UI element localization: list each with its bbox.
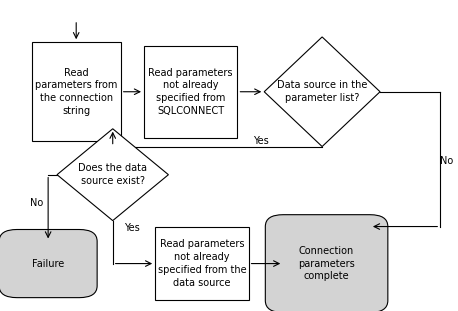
Text: Yes: Yes [124,223,140,233]
Text: Read parameters
not already
specified from
SQLCONNECT: Read parameters not already specified fr… [148,67,233,116]
Text: Does the data
source exist?: Does the data source exist? [78,163,147,186]
Text: Failure: Failure [32,258,64,269]
Text: No: No [30,198,44,208]
FancyBboxPatch shape [32,42,121,142]
FancyBboxPatch shape [144,46,238,138]
Polygon shape [57,129,169,220]
FancyBboxPatch shape [0,230,97,298]
Text: Connection
parameters
complete: Connection parameters complete [298,246,355,281]
Text: Read
parameters from
the connection
string: Read parameters from the connection stri… [35,67,117,116]
FancyBboxPatch shape [155,227,249,300]
Text: Data source in the
parameter list?: Data source in the parameter list? [277,80,367,103]
Text: Yes: Yes [253,136,269,146]
Text: Read parameters
not already
specified from the
data source: Read parameters not already specified fr… [158,239,246,288]
FancyBboxPatch shape [265,215,388,311]
Polygon shape [264,37,380,146]
Text: No: No [440,156,453,166]
